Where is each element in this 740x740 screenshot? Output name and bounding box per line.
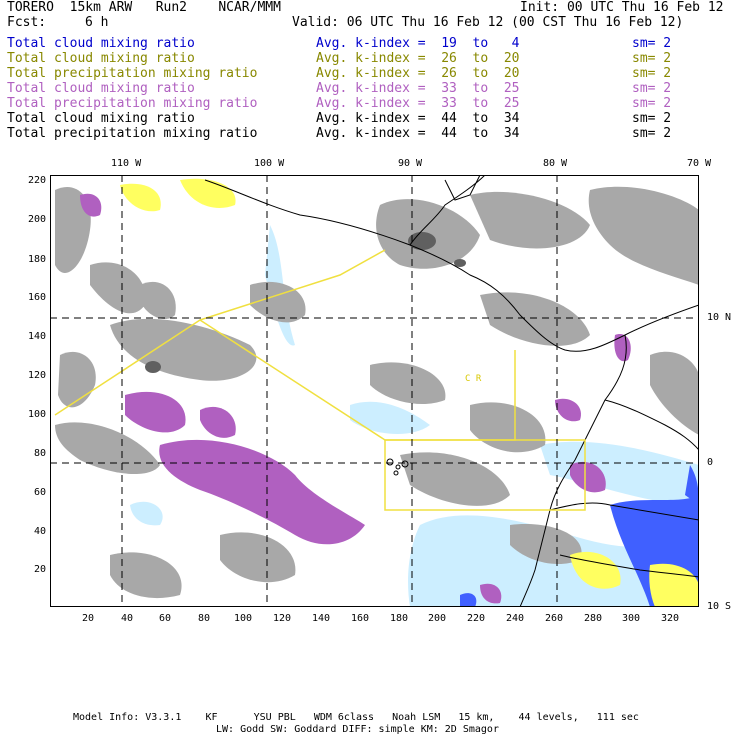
legend-field: Total precipitation mixing ratio <box>7 126 258 141</box>
legend-smoothing: sm= 2 <box>632 111 672 126</box>
legend-field: Total cloud mixing ratio <box>7 111 195 126</box>
legend-smoothing: sm= 2 <box>632 66 672 81</box>
domain-outline <box>54 249 586 511</box>
y-tick-label: 80 <box>34 448 47 459</box>
legend-smoothing: sm= 2 <box>632 96 672 111</box>
lon-label: 90 W <box>398 158 423 169</box>
legend-kindex: Avg. k-index = 26 to 20 <box>316 51 520 66</box>
legend-field: Total cloud mixing ratio <box>7 36 195 51</box>
lat-label: 0 <box>707 457 714 468</box>
x-tick-label: 60 <box>159 613 172 624</box>
y-tick-label: 20 <box>34 564 47 575</box>
lon-label: 80 W <box>543 158 568 169</box>
x-tick-label: 240 <box>506 613 525 624</box>
x-tick-label: 320 <box>661 613 680 624</box>
x-tick-label: 200 <box>428 613 447 624</box>
legend-kindex: Avg. k-index = 44 to 34 <box>316 126 520 141</box>
model-title: TORERO 15km ARW Run2 NCAR/MMM <box>7 0 281 15</box>
legend-field: Total precipitation mixing ratio <box>7 66 258 81</box>
init-time: Init: 00 UTC Thu 16 Feb 12 <box>520 0 724 15</box>
legend-smoothing: sm= 2 <box>632 51 672 66</box>
legend-smoothing: sm= 2 <box>632 126 672 141</box>
forecast-hour: 6 h <box>85 15 109 30</box>
coastline <box>204 174 700 608</box>
x-tick-label: 280 <box>584 613 603 624</box>
y-tick-label: 40 <box>34 526 47 537</box>
forecast-label: Fcst: <box>7 15 47 30</box>
legend-smoothing: sm= 2 <box>632 36 672 51</box>
gray-cloud-field <box>55 186 699 599</box>
x-tick-label: 80 <box>198 613 211 624</box>
x-tick-label: 120 <box>273 613 292 624</box>
x-tick-label: 160 <box>351 613 370 624</box>
lon-label: 70 W <box>687 158 712 169</box>
region-label: C R <box>465 374 482 384</box>
x-tick-label: 220 <box>467 613 486 624</box>
x-tick-label: 260 <box>545 613 564 624</box>
lat-label: 10 S <box>707 601 732 612</box>
y-tick-label: 200 <box>28 214 47 225</box>
purple-field <box>80 193 631 604</box>
legend-field: Total cloud mixing ratio <box>7 51 195 66</box>
x-tick-label: 40 <box>121 613 134 624</box>
map-canvas: C R <box>50 174 700 608</box>
legend-field: Total precipitation mixing ratio <box>7 96 258 111</box>
y-tick-label: 140 <box>28 331 47 342</box>
x-tick-label: 300 <box>622 613 641 624</box>
legend-kindex: Avg. k-index = 44 to 34 <box>316 111 520 126</box>
y-tick-label: 160 <box>28 292 47 303</box>
dark-cloud-core <box>145 232 466 373</box>
y-tick-label: 100 <box>28 409 47 420</box>
lon-label: 110 W <box>111 158 142 169</box>
x-tick-label: 20 <box>82 613 95 624</box>
island-group <box>386 458 409 476</box>
y-tick-label: 220 <box>28 175 47 186</box>
legend-kindex: Avg. k-index = 33 to 25 <box>316 96 520 111</box>
model-info-line1: Model Info: V3.3.1 KF YSU PBL WDM 6class… <box>73 712 639 723</box>
legend-kindex: Avg. k-index = 26 to 20 <box>316 66 520 81</box>
y-tick-label: 120 <box>28 370 47 381</box>
valid-time: Valid: 06 UTC Thu 16 Feb 12 (00 CST Thu … <box>292 15 684 30</box>
x-tick-label: 100 <box>234 613 253 624</box>
legend-smoothing: sm= 2 <box>632 81 672 96</box>
lat-label: 10 N <box>707 312 732 323</box>
legend-field: Total cloud mixing ratio <box>7 81 195 96</box>
lon-label: 100 W <box>254 158 285 169</box>
y-tick-label: 60 <box>34 487 47 498</box>
map-frame <box>50 175 699 607</box>
legend-kindex: Avg. k-index = 33 to 25 <box>316 81 520 96</box>
x-tick-label: 140 <box>312 613 331 624</box>
legend-kindex: Avg. k-index = 19 to 4 <box>316 36 520 51</box>
graticule <box>50 175 699 607</box>
y-tick-label: 180 <box>28 254 47 265</box>
x-tick-label: 180 <box>390 613 409 624</box>
model-info-line2: LW: Godd SW: Goddard DIFF: simple KM: 2D… <box>216 724 499 735</box>
forecast-map: C R <box>50 174 700 608</box>
